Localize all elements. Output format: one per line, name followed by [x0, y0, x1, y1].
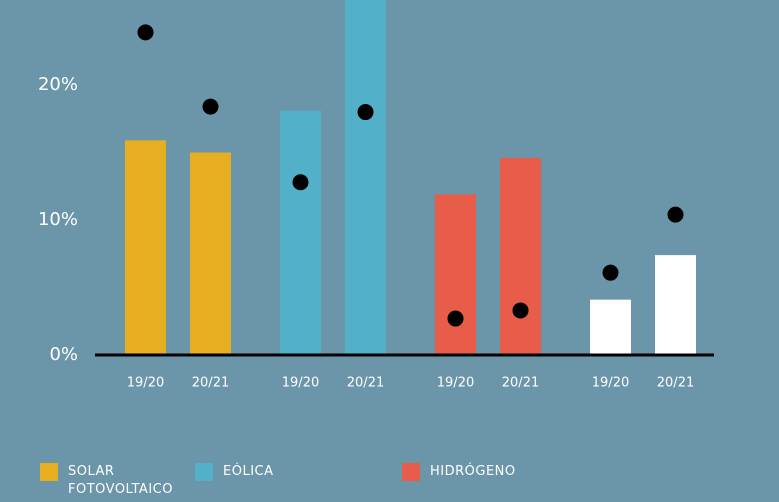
- bar: [590, 299, 631, 355]
- legend-swatch: [195, 463, 213, 481]
- point: [357, 104, 374, 121]
- y-tick-label: 20%: [38, 74, 78, 95]
- point: [512, 302, 529, 319]
- legend-item: EÓLICA: [195, 463, 328, 481]
- bar: [190, 152, 231, 355]
- legend-swatch: [402, 463, 420, 481]
- bar: [125, 140, 166, 355]
- y-tick-label: 10%: [38, 209, 78, 230]
- x-tick-label: 19/20: [437, 376, 474, 391]
- bar: [500, 157, 541, 355]
- legend-label: HIDRÓGENO: [430, 464, 516, 479]
- x-tick-label: 20/21: [347, 376, 384, 391]
- y-tick-label: 0%: [49, 344, 78, 365]
- x-tick-label: 20/21: [192, 376, 229, 391]
- legend-label: SOLAR FOTOVOLTAICO: [68, 464, 173, 497]
- x-tick-label: 19/20: [592, 376, 629, 391]
- legend-item: HIDRÓGENO: [402, 463, 535, 481]
- point: [137, 24, 154, 41]
- point: [602, 264, 619, 281]
- bars: [125, 0, 696, 355]
- bar: [345, 0, 386, 355]
- legend-label: EÓLICA: [223, 464, 274, 479]
- point: [292, 174, 309, 191]
- bar: [280, 110, 321, 355]
- bar: [435, 194, 476, 355]
- bar: [655, 255, 696, 355]
- x-tick-label: 19/20: [282, 376, 319, 391]
- x-tick-label: 20/21: [502, 376, 539, 391]
- x-tick-label: 20/21: [657, 376, 694, 391]
- point: [202, 98, 219, 115]
- point: [667, 206, 684, 223]
- legend-swatch: [40, 463, 58, 481]
- x-tick-label: 19/20: [127, 376, 164, 391]
- legend-item: SOLAR FOTOVOLTAICO: [40, 463, 173, 499]
- point: [447, 310, 464, 327]
